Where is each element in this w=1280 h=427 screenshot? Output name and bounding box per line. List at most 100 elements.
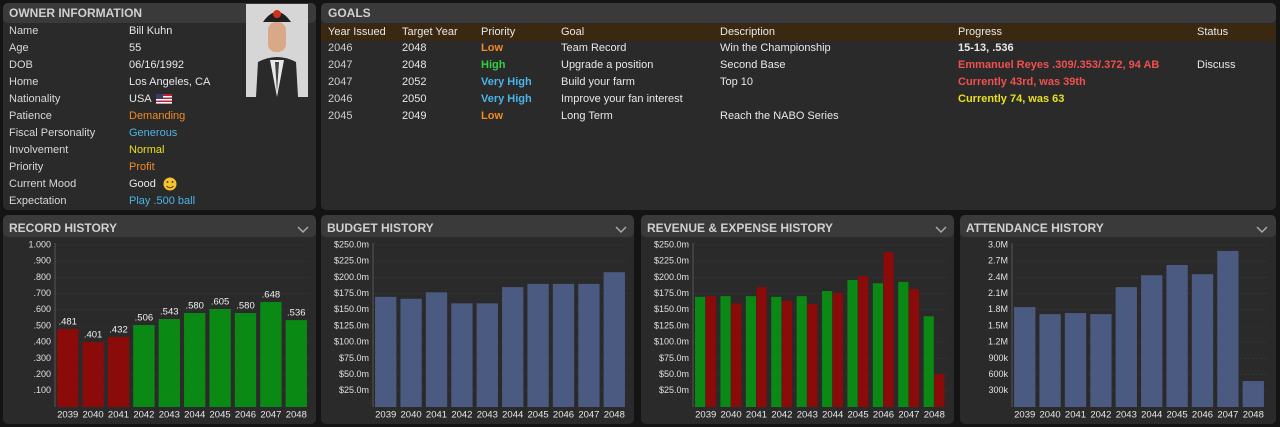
goals-cell: Very High xyxy=(481,76,532,88)
x-tick-label: 2039 xyxy=(57,410,78,421)
goals-cell: Second Base xyxy=(720,59,785,71)
y-tick-label: .400 xyxy=(33,337,51,347)
chevron[interactable] xyxy=(935,226,947,234)
goals-cell: 2047 xyxy=(328,76,352,88)
y-tick-label: $100.0m xyxy=(654,337,689,347)
mood-icon xyxy=(163,177,177,191)
bar xyxy=(923,316,934,407)
goals-cell: Win the Championship xyxy=(720,42,831,54)
bar xyxy=(898,281,909,407)
goals-cell: Improve your fan interest xyxy=(561,93,683,105)
owner-label: Current Mood xyxy=(9,178,76,190)
x-tick-label: 2042 xyxy=(771,410,792,421)
bar xyxy=(1039,314,1061,407)
goals-cell: Top 10 xyxy=(720,76,753,88)
y-tick-label: $175.0m xyxy=(654,288,689,298)
x-tick-label: 2042 xyxy=(1090,410,1111,421)
y-tick-label: .800 xyxy=(33,272,51,282)
bar xyxy=(934,373,945,407)
x-tick-label: 2039 xyxy=(375,410,396,421)
value-label: .536 xyxy=(287,308,306,319)
value-label: .580 xyxy=(236,301,255,312)
goals-cell: High xyxy=(481,59,506,71)
x-tick-label: 2043 xyxy=(797,410,818,421)
chevron[interactable] xyxy=(297,226,309,234)
bar xyxy=(1191,274,1214,407)
x-tick-label: 2045 xyxy=(528,410,549,421)
y-tick-label: 1.2M xyxy=(988,337,1008,347)
bar xyxy=(908,289,920,407)
bar xyxy=(451,303,473,407)
bar xyxy=(1115,287,1137,407)
x-tick-label: 2042 xyxy=(451,410,472,421)
bar xyxy=(796,296,807,407)
bar xyxy=(1166,264,1188,407)
y-tick-label: 1.5M xyxy=(988,320,1008,330)
owner-label: Involvement xyxy=(9,144,68,156)
x-tick-label: 2047 xyxy=(898,410,919,421)
bar xyxy=(705,296,716,407)
bar xyxy=(1090,314,1112,407)
bar xyxy=(552,283,575,407)
goals-cell: Build your farm xyxy=(561,76,635,88)
y-tick-label: 2.7M xyxy=(988,256,1008,266)
y-tick-label: .100 xyxy=(33,385,51,395)
goals-cell: 2047 xyxy=(328,59,352,71)
owner-value: Good xyxy=(129,178,156,190)
y-tick-label: 1.000 xyxy=(28,239,51,249)
bar xyxy=(756,287,767,407)
x-tick-label: 2044 xyxy=(1141,410,1162,421)
x-tick-label: 2043 xyxy=(159,410,180,421)
y-tick-label: $250.0m xyxy=(334,239,369,249)
x-tick-label: 2046 xyxy=(235,410,256,421)
chevron[interactable] xyxy=(615,226,627,234)
goals-cell: Low xyxy=(481,42,503,54)
owner-label: Name xyxy=(9,25,38,37)
chart-title: ATTENDANCE HISTORY xyxy=(966,221,1104,235)
bar xyxy=(234,313,257,407)
x-tick-label: 2040 xyxy=(401,410,422,421)
goals-cell: 2049 xyxy=(402,110,426,122)
x-tick-label: 2039 xyxy=(1014,410,1035,421)
bar xyxy=(858,276,869,407)
flag xyxy=(156,94,172,104)
owner-label: Priority xyxy=(9,161,44,173)
owner-value: Demanding xyxy=(129,110,185,122)
chart-title: REVENUE & EXPENSE HISTORY xyxy=(647,221,833,235)
y-tick-label: 600k xyxy=(988,369,1008,379)
value-label: .543 xyxy=(160,307,179,318)
x-tick-label: 2045 xyxy=(210,410,231,421)
goals-cell: 2048 xyxy=(402,42,426,54)
bar xyxy=(781,300,793,407)
y-tick-label: .500 xyxy=(33,320,51,330)
x-tick-label: 2044 xyxy=(502,410,523,421)
x-tick-label: 2040 xyxy=(1040,410,1061,421)
x-tick-label: 2044 xyxy=(822,410,843,421)
x-tick-label: 2046 xyxy=(1192,410,1213,421)
chart-title: BUDGET HISTORY xyxy=(327,221,434,235)
y-tick-label: $225.0m xyxy=(334,256,369,266)
x-tick-label: 2047 xyxy=(578,410,599,421)
x-tick-label: 2048 xyxy=(1243,410,1264,421)
bar xyxy=(771,296,782,407)
bar xyxy=(1014,307,1036,407)
goals-cell: Low xyxy=(481,110,503,122)
bar xyxy=(578,283,600,407)
y-tick-label: 900k xyxy=(988,353,1008,363)
owner-value: 06/16/1992 xyxy=(129,59,184,71)
owner-value: Los Angeles, CA xyxy=(129,76,211,88)
y-tick-label: $50.0m xyxy=(659,369,689,379)
bar xyxy=(82,342,104,407)
y-tick-label: $50.0m xyxy=(339,369,369,379)
goals-cell: 15-13, .536 xyxy=(958,42,1014,54)
owner-value: 55 xyxy=(129,42,141,54)
bar xyxy=(603,272,625,407)
y-tick-label: $75.0m xyxy=(339,353,369,363)
goals-header: Target Year xyxy=(402,26,458,38)
x-tick-label: 2041 xyxy=(1065,410,1086,421)
y-tick-label: .300 xyxy=(33,353,51,363)
chart-title: RECORD HISTORY xyxy=(9,221,117,235)
bar xyxy=(720,296,731,407)
bar xyxy=(1242,381,1264,407)
chevron[interactable] xyxy=(1256,226,1268,234)
